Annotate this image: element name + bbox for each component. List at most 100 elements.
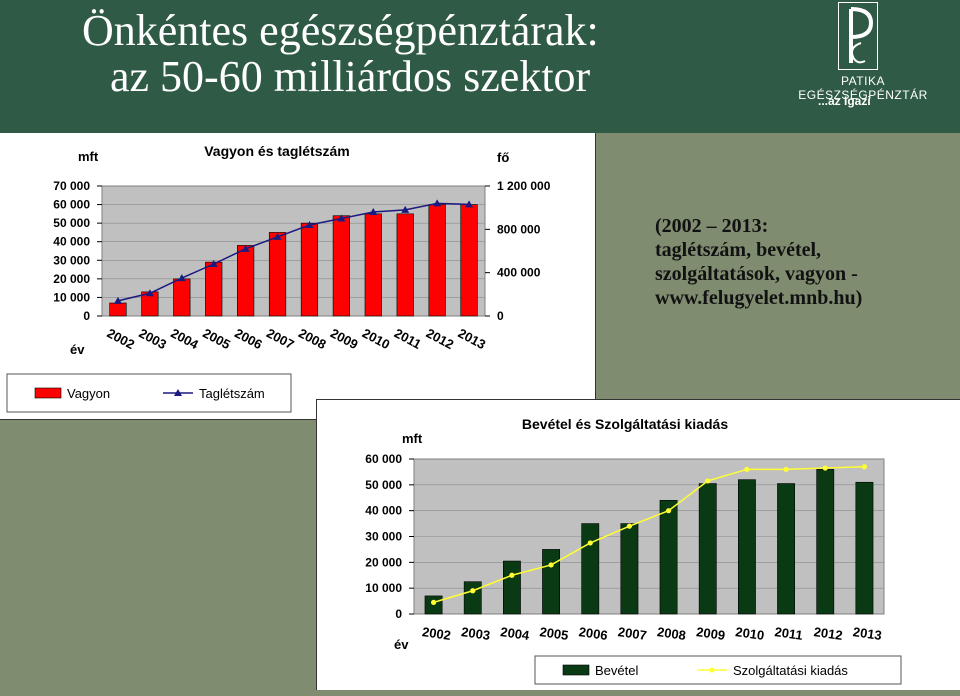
line-point	[744, 466, 750, 472]
chart-title: Vagyon és taglétszám	[204, 143, 350, 159]
x-tick-label: 2009	[695, 624, 726, 643]
legend-marker	[174, 389, 182, 396]
chart-panel-bevetel: Bevétel és Szolgáltatási kiadás mft év 60 0…	[316, 399, 960, 690]
note-line: szolgáltatások, vagyon -	[655, 263, 858, 285]
y-tick-label: 20 000	[365, 555, 402, 569]
bar	[581, 523, 600, 615]
source-note: (2002 – 2013: taglétszám, bevétel, szolg…	[655, 214, 862, 310]
line-point	[470, 588, 476, 594]
y-tick-label: 10 000	[53, 290, 90, 304]
x-tick-label: 2008	[296, 325, 329, 352]
line-point	[465, 200, 474, 208]
x-axis-label: év	[70, 342, 85, 357]
note-line: (2002 – 2013:	[655, 215, 769, 237]
bar	[237, 245, 255, 317]
x-tick-label: 2007	[264, 325, 297, 352]
line-point	[145, 289, 154, 297]
bar	[109, 302, 127, 317]
y2-tick-label: 1 200 000	[497, 179, 551, 193]
line-point	[548, 562, 554, 568]
x-tick-label: 2006	[578, 624, 609, 643]
bar	[503, 560, 521, 615]
bar	[428, 204, 446, 317]
line-point	[626, 523, 633, 529]
title-line-1: Önkéntes egészségpénztárak:	[82, 6, 599, 55]
y2-tick-label: 0	[497, 309, 504, 323]
chart-title: Bevétel és Szolgáltatási kiadás	[522, 416, 728, 432]
x-tick-label: 2013	[852, 624, 883, 643]
logo-name: PATIKA EGÉSZSÉGPÉNZTÁR	[798, 74, 928, 102]
x-tick-label: 2012	[424, 325, 457, 352]
note-line: taglétszám, bevétel,	[655, 239, 822, 261]
legend-label: Vagyon	[67, 386, 110, 401]
chart-panel-vagyon: Vagyon és taglétszám mft fő év 70 000 60 000 5…	[0, 133, 596, 420]
legend-swatch-bar	[34, 387, 62, 399]
line-point	[337, 214, 346, 222]
y2-tick-label: 400 000	[497, 266, 541, 280]
bar	[463, 581, 482, 615]
bar	[816, 469, 835, 615]
line-point	[273, 232, 282, 240]
y-tick-label: 40 000	[53, 235, 90, 249]
bar	[300, 222, 319, 317]
x-tick-label: 2002	[421, 624, 452, 643]
x-tick-label: 2003	[136, 325, 169, 352]
x-tick-label: 2009	[328, 325, 361, 352]
line-point	[861, 464, 868, 470]
x-tick-label: 2004	[499, 624, 530, 643]
bar	[205, 261, 223, 317]
y-tick-label: 60 000	[53, 198, 90, 212]
x-tick-label: 2013	[456, 325, 489, 352]
line-point	[587, 540, 593, 546]
page-title: Önkéntes egészségpénztárak: az 50-60 mil…	[82, 8, 599, 100]
x-tick-label: 2005	[200, 325, 233, 352]
x-tick-label: 2010	[734, 624, 765, 643]
vagyon-taglet-chart: Vagyon és taglétszám mft fő év 70 000 60 000 5…	[6, 143, 551, 413]
y-tick-label: 50 000	[53, 216, 90, 230]
bar	[268, 232, 287, 317]
y-tick-label: 60 000	[365, 452, 402, 466]
bar	[542, 549, 560, 615]
bar	[737, 479, 756, 615]
legend-label: Taglétszám	[199, 386, 265, 401]
line-point	[177, 274, 186, 282]
y2-axis-label: fő	[497, 150, 509, 165]
bar	[777, 483, 796, 615]
x-tick-label: 2012	[813, 624, 844, 643]
x-tick-label: 2007	[617, 624, 648, 643]
pharmacy-p-logo-icon	[838, 2, 878, 70]
y-tick-label: 0	[395, 607, 402, 621]
y-tick-label: 10 000	[365, 581, 402, 595]
y-tick-label: 50 000	[365, 478, 402, 492]
bar	[460, 204, 478, 317]
y-tick-label: 30 000	[53, 253, 90, 267]
bar	[173, 278, 191, 317]
x-tick-label: 2005	[539, 624, 570, 643]
x-tick-label: 2002	[105, 325, 138, 352]
logo-slogan: ...az Igazi	[818, 94, 871, 108]
x-tick-label: 2011	[392, 325, 424, 351]
bar	[364, 213, 382, 317]
x-tick-label: 2008	[656, 624, 687, 643]
line-point	[665, 508, 672, 514]
y-tick-label: 40 000	[365, 504, 402, 518]
legend-marker	[709, 667, 715, 673]
y-tick-label: 20 000	[53, 272, 90, 286]
x-tick-label: 2010	[360, 325, 393, 352]
legend-swatch-bar	[562, 664, 590, 676]
series-line	[433, 466, 865, 604]
y-tick-label: 0	[83, 309, 90, 323]
bar	[620, 523, 639, 615]
logo: PATIKA EGÉSZSÉGPÉNZTÁR ...az Igazi	[778, 2, 948, 112]
y-tick-label: 30 000	[365, 530, 402, 544]
x-tick-label: 2006	[232, 325, 265, 352]
bar	[698, 483, 717, 615]
x-tick-label: 2004	[168, 325, 201, 352]
y2-tick-label: 800 000	[497, 222, 541, 236]
line-point	[209, 260, 218, 267]
line-point	[305, 221, 314, 228]
line-point	[783, 466, 789, 472]
bar	[332, 215, 350, 317]
series-line	[117, 202, 470, 302]
line-point	[369, 208, 378, 215]
